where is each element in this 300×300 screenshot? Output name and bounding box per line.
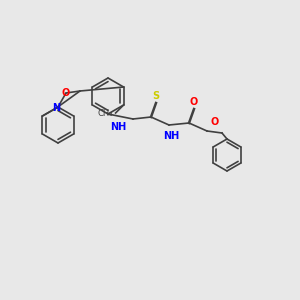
Text: N: N xyxy=(52,103,61,113)
Text: CH₃: CH₃ xyxy=(97,109,112,118)
Text: NH: NH xyxy=(110,122,127,133)
Text: S: S xyxy=(152,91,160,101)
Text: NH: NH xyxy=(163,131,179,141)
Text: O: O xyxy=(210,117,219,127)
Text: O: O xyxy=(190,97,198,107)
Text: O: O xyxy=(62,88,70,98)
